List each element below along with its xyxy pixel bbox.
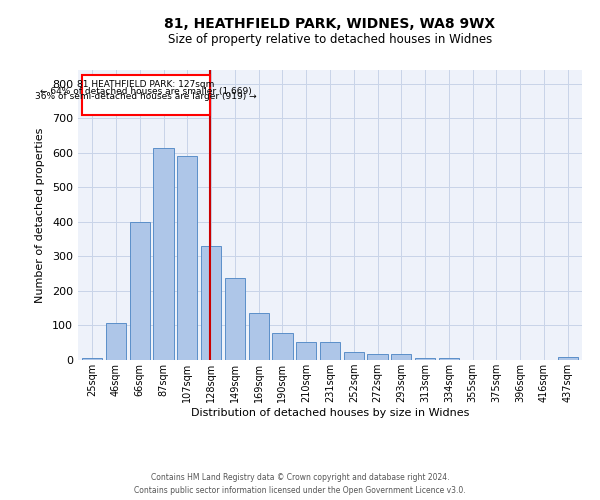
Text: 81, HEATHFIELD PARK, WIDNES, WA8 9WX: 81, HEATHFIELD PARK, WIDNES, WA8 9WX: [164, 18, 496, 32]
Bar: [272, 334, 293, 360]
Bar: [415, 358, 435, 360]
Bar: [82, 358, 103, 360]
Bar: [367, 354, 388, 360]
Bar: [296, 342, 316, 360]
Y-axis label: Number of detached properties: Number of detached properties: [35, 128, 45, 302]
Bar: [177, 156, 197, 360]
Bar: [225, 278, 245, 360]
Text: Contains HM Land Registry data © Crown copyright and database right 2024.
Contai: Contains HM Land Registry data © Crown c…: [134, 474, 466, 495]
Bar: [391, 354, 412, 360]
Bar: [154, 148, 173, 360]
Bar: [557, 357, 578, 360]
Text: ← 64% of detached houses are smaller (1,669): ← 64% of detached houses are smaller (1,…: [40, 86, 252, 96]
X-axis label: Distribution of detached houses by size in Widnes: Distribution of detached houses by size …: [191, 408, 469, 418]
Bar: [320, 342, 340, 360]
Bar: [248, 312, 269, 360]
Bar: [82, 75, 211, 115]
Bar: [439, 358, 459, 360]
Text: Size of property relative to detached houses in Widnes: Size of property relative to detached ho…: [168, 32, 492, 46]
Bar: [344, 352, 364, 360]
Text: 81 HEATHFIELD PARK: 127sqm: 81 HEATHFIELD PARK: 127sqm: [77, 80, 215, 90]
Text: 36% of semi-detached houses are larger (919) →: 36% of semi-detached houses are larger (…: [35, 92, 257, 102]
Bar: [201, 246, 221, 360]
Bar: [106, 323, 126, 360]
Bar: [130, 222, 150, 360]
